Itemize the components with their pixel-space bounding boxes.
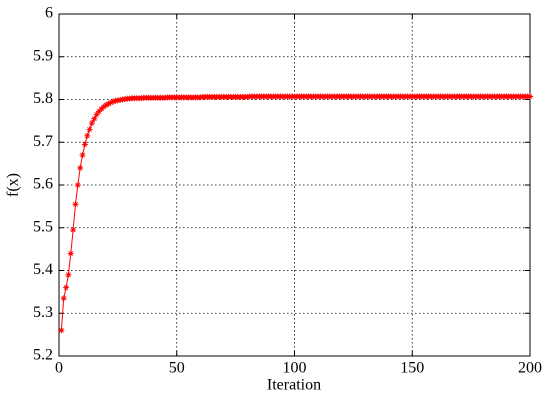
- marker: [63, 284, 70, 291]
- marker: [527, 93, 533, 100]
- marker: [74, 182, 81, 188]
- y-tick-label: 5.9: [33, 47, 53, 64]
- marker: [58, 327, 65, 334]
- axes-box: [58, 13, 531, 357]
- marker: [103, 102, 110, 109]
- marker: [86, 126, 93, 133]
- y-tick-label: 6: [45, 5, 53, 22]
- marker: [91, 115, 98, 122]
- marker: [96, 108, 103, 115]
- marker: [67, 250, 74, 257]
- x-tick-label: 100: [283, 360, 307, 377]
- y-tick-label: 5.4: [33, 261, 53, 278]
- marker: [70, 226, 77, 233]
- x-tick-label: 50: [169, 360, 185, 377]
- marker: [65, 271, 72, 278]
- y-tick-label: 5.6: [33, 176, 53, 193]
- x-tick-label: 0: [55, 360, 63, 377]
- marker: [77, 164, 84, 171]
- marker: [105, 100, 112, 107]
- y-tick-label: 5.2: [33, 347, 53, 364]
- y-tick-label: 5.5: [33, 218, 53, 235]
- marker: [84, 132, 91, 139]
- y-axis-label: f(x): [5, 173, 22, 197]
- marker: [81, 141, 88, 148]
- marker: [88, 120, 95, 127]
- marker: [107, 99, 114, 106]
- marker: [93, 111, 100, 118]
- marker: [79, 152, 86, 159]
- y-tick-label: 5.8: [33, 90, 53, 107]
- marker: [110, 98, 117, 105]
- y-tick-label: 5.3: [33, 304, 53, 321]
- marker: [100, 103, 107, 110]
- x-tick-label: 150: [400, 360, 424, 377]
- x-tick-label: 200: [518, 360, 542, 377]
- x-axis-label: Iteration: [267, 377, 321, 394]
- y-tick-label: 5.7: [33, 133, 53, 150]
- marker: [60, 295, 67, 302]
- marker: [72, 201, 79, 208]
- marker: [98, 105, 105, 112]
